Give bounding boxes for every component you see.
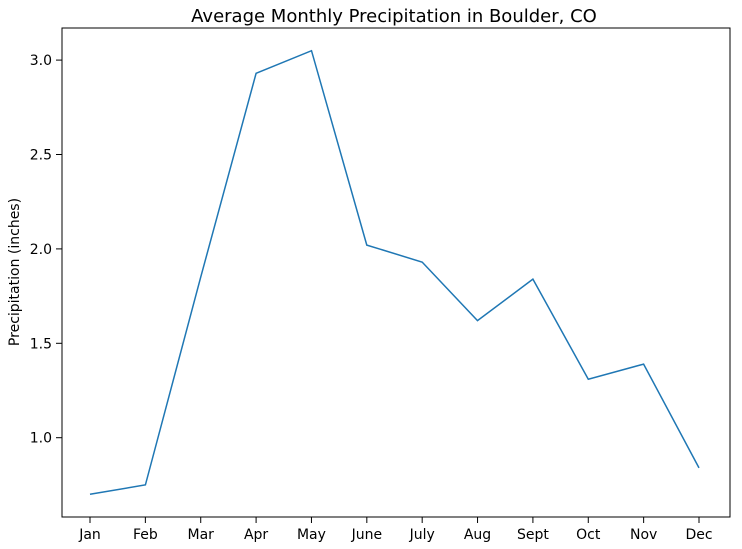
- x-tick-label: May: [297, 527, 326, 543]
- y-tick-label: 1.0: [30, 431, 52, 447]
- x-axis: Jan Feb Mar Apr May June July Aug Sept Oct Nov Dec: [78, 517, 713, 543]
- y-tick-label: 3.0: [30, 53, 52, 69]
- x-tick-label: Nov: [630, 527, 657, 543]
- x-tick-label: Mar: [188, 527, 215, 543]
- y-tick-label: 2.0: [30, 242, 52, 258]
- x-tick-label: Apr: [244, 527, 268, 543]
- x-tick-label: Feb: [133, 527, 158, 543]
- x-tick-label: Dec: [685, 527, 712, 543]
- x-tick-label: Sept: [517, 527, 549, 543]
- y-axis: 1.0 1.5 2.0 2.5 3.0: [30, 53, 62, 447]
- x-tick-label: June: [351, 527, 383, 543]
- x-tick-label: Oct: [576, 527, 601, 543]
- series-line: [89, 49, 700, 496]
- plot-frame: [61, 27, 731, 518]
- x-tick-label: Jan: [78, 527, 101, 543]
- chart-title: Average Monthly Precipitation in Boulder…: [191, 6, 597, 27]
- y-tick-label: 2.5: [30, 147, 52, 163]
- x-tick-label: July: [409, 527, 435, 543]
- y-axis-label: Precipitation (inches): [7, 198, 23, 346]
- y-tick-label: 1.5: [30, 336, 52, 352]
- x-tick-label: Aug: [464, 527, 491, 543]
